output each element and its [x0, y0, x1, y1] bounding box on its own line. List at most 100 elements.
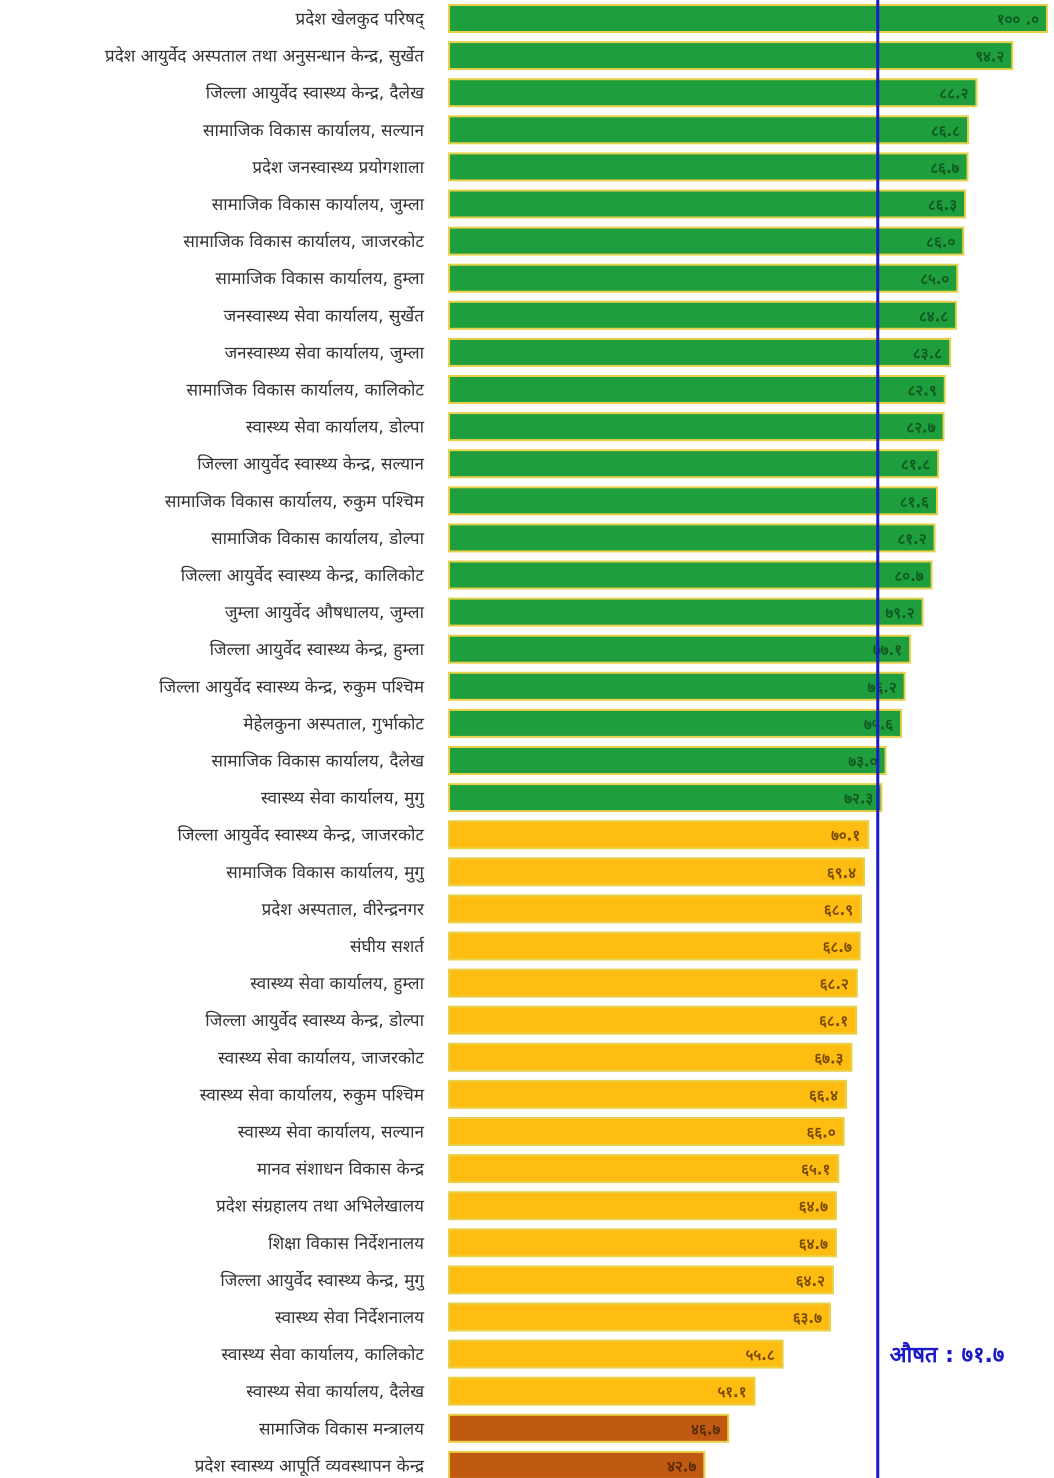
- category-label: स्वास्थ्य सेवा कार्यालय, मुगु: [261, 788, 425, 809]
- bar-value-label: १०० .०: [997, 11, 1039, 29]
- bar-value-label: ८८.२: [939, 85, 968, 103]
- bar-value-label: ७७.१: [873, 641, 902, 659]
- category-label: प्रदेश अस्पताल, वीरेन्द्रनगर: [262, 899, 425, 920]
- category-label: स्वास्थ्य सेवा कार्यालय, हुम्ला: [250, 973, 424, 995]
- bar-value-label: ८६.७: [930, 159, 959, 177]
- bar: [448, 1005, 858, 1035]
- bar: [448, 597, 924, 627]
- category-label: प्रदेश खेलकुद परिषद्: [296, 9, 426, 31]
- bar-value-label: ६६.४: [809, 1086, 838, 1104]
- bar-value-label: ६८.९: [824, 901, 853, 919]
- bar: [448, 894, 863, 924]
- bar: [448, 337, 952, 367]
- value-labels: १०० .० ९४.२ ८८.२ ८६.८ ८६.७ ८६.३ ८६.० ८५.० ८४.८ ८३…: [667, 11, 1039, 1476]
- bar-value-label: ७०.१: [831, 827, 860, 845]
- bar: [448, 1042, 853, 1072]
- category-label: स्वास्थ्य सेवा कार्यालय, डोल्पा: [246, 417, 425, 438]
- category-label: सामाजिक विकास कार्यालय, कालिकोट: [187, 380, 425, 401]
- bar: [448, 486, 938, 516]
- bar-value-label: ८६.०: [926, 233, 955, 251]
- category-label: जिल्ला आयुर्वेद स्वास्थ्य केन्द्र, दैलेख: [206, 83, 425, 104]
- bar-value-label: ८०.७: [894, 567, 923, 585]
- bar: [448, 1339, 784, 1369]
- category-label: मानव संशाधन विकास केन्द्र: [257, 1159, 425, 1180]
- bar: [448, 152, 969, 182]
- category-label: प्रदेश स्वास्थ्य आपूर्ति व्यवस्थापन केन्…: [195, 1455, 425, 1476]
- category-label: जनस्वास्थ्य सेवा कार्यालय, जुम्ला: [225, 342, 425, 363]
- bar: [448, 634, 912, 664]
- bar-value-label: ७३.०: [848, 753, 877, 771]
- bar: [448, 857, 866, 887]
- bar-value-label: ७९.२: [886, 604, 915, 622]
- bar: [448, 931, 861, 961]
- bar: [448, 1228, 837, 1258]
- bar: [448, 1265, 834, 1295]
- bar: [448, 449, 940, 479]
- category-label: प्रदेश आयुर्वेद अस्पताल तथा अनुसन्धान के…: [105, 46, 424, 67]
- bar-value-label: ६५.१: [801, 1161, 830, 1179]
- bar: [448, 746, 887, 775]
- bar-value-label: ७२.३: [844, 790, 873, 808]
- bar: [448, 1191, 837, 1221]
- bar: [448, 300, 958, 330]
- category-label: सामाजिक विकास कार्यालय, डोल्पा: [211, 528, 425, 549]
- category-label: सामाजिक विकास कार्यालय, हुम्ला: [215, 268, 424, 290]
- bar-value-label: ६३.७: [793, 1309, 822, 1327]
- bar: [448, 1376, 756, 1406]
- bars: [448, 4, 1048, 1478]
- bar: [448, 115, 970, 145]
- category-label: स्वास्थ्य सेवा कार्यालय, रुकुम पश्चिम: [200, 1084, 425, 1105]
- category-label: सामाजिक विकास मन्त्रालय: [259, 1418, 425, 1439]
- bar: [448, 560, 933, 590]
- category-label: जिल्ला आयुर्वेद स्वास्थ्य केन्द्र, जाजरक…: [178, 825, 425, 846]
- bar-value-label: ८१.६: [900, 493, 929, 511]
- category-label: स्वास्थ्य सेवा निर्देशनालय: [275, 1307, 425, 1328]
- bar-value-label: ८५.०: [920, 270, 949, 288]
- bar-value-label: ५५.८: [746, 1346, 775, 1364]
- bar-value-label: ८६.८: [931, 122, 960, 140]
- bar-value-label: ६४.७: [799, 1235, 828, 1253]
- bar-value-label: ६८.७: [823, 938, 852, 956]
- bar-value-label: ५१.१: [717, 1383, 746, 1401]
- bar-value-label: ९४.२: [975, 48, 1004, 66]
- category-label: सामाजिक विकास कार्यालय, सल्यान: [203, 120, 425, 141]
- bar: [448, 1117, 845, 1146]
- bar-value-label: ६८.१: [819, 1012, 848, 1030]
- bar: [448, 1154, 840, 1184]
- category-label: जिल्ला आयुर्वेद स्वास्थ्य केन्द्र, डोल्प…: [205, 1010, 424, 1031]
- bar-value-label: ८२.७: [906, 419, 935, 437]
- category-label: सामाजिक विकास कार्यालय, रुकुम पश्चिम: [165, 491, 425, 512]
- bar: [448, 78, 978, 108]
- bar-value-label: ७६.२: [868, 678, 897, 696]
- bar: [448, 189, 967, 219]
- category-label: मेहेलकुना अस्पताल, गुर्भाकोट: [243, 713, 424, 734]
- bar-value-label: ८२.९: [908, 382, 937, 400]
- category-label: प्रदेश संग्रहालय तथा अभिलेखालय: [216, 1196, 425, 1217]
- bar: [448, 412, 945, 442]
- category-label: जुम्ला आयुर्वेद औषधालय, जुम्ला: [225, 602, 425, 623]
- category-label: सामाजिक विकास कार्यालय, मुगु: [226, 862, 425, 883]
- bar: [448, 375, 946, 404]
- bar: [448, 1302, 831, 1332]
- bar: [448, 263, 959, 293]
- category-label: जनस्वास्थ्य सेवा कार्यालय, सुर्खेत: [224, 305, 425, 326]
- category-label: स्वास्थ्य सेवा कार्यालय, कालिकोट: [221, 1344, 424, 1365]
- bar: [448, 1450, 706, 1478]
- bar: [448, 1079, 848, 1109]
- bar: [448, 820, 870, 850]
- bar-value-label: ८१.२: [897, 530, 926, 548]
- category-label: जिल्ला आयुर्वेद स्वास्थ्य केन्द्र, सल्या…: [197, 454, 424, 475]
- category-label: स्वास्थ्य सेवा कार्यालय, सल्यान: [238, 1122, 425, 1143]
- bar: [448, 968, 858, 998]
- category-label: जिल्ला आयुर्वेद स्वास्थ्य केन्द्र, मुगु: [220, 1270, 425, 1291]
- category-label: सामाजिक विकास कार्यालय, जुम्ला: [212, 194, 425, 215]
- bar-value-label: ६६.०: [807, 1124, 836, 1142]
- category-label: जिल्ला आयुर्वेद स्वास्थ्य केन्द्र, हुम्ल…: [210, 639, 425, 661]
- category-label: जिल्ला आयुर्वेद स्वास्थ्य केन्द्र, रुकुम…: [159, 676, 425, 697]
- bar: [448, 41, 1014, 71]
- average-label: औषत : ७१.७: [890, 1341, 1005, 1368]
- category-label: जिल्ला आयुर्वेद स्वास्थ्य केन्द्र, कालिक…: [181, 565, 425, 586]
- bar: [448, 4, 1048, 33]
- bar-value-label: ४२.७: [667, 1457, 696, 1475]
